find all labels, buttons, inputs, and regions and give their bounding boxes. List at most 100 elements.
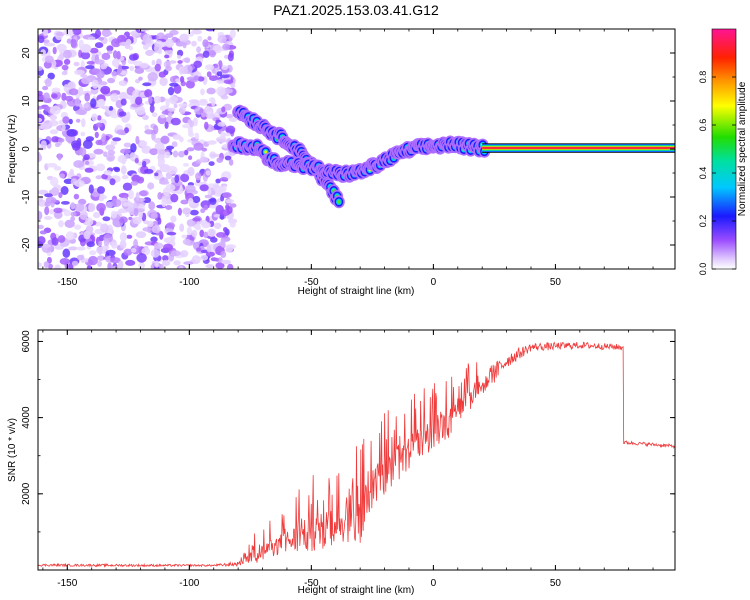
colorbar-label: Normalized spectral amplitude — [737, 81, 748, 216]
noise-blob — [223, 227, 228, 233]
noise-blob — [170, 117, 181, 126]
noise-blob — [81, 118, 86, 128]
noise-blob — [78, 86, 84, 96]
noise-blob — [154, 63, 161, 72]
noise-blob — [118, 111, 127, 117]
noise-blob — [91, 79, 99, 89]
noise-blob — [80, 131, 86, 137]
noise-blob — [118, 91, 128, 101]
noise-blob — [49, 114, 58, 121]
noise-blob — [59, 258, 70, 265]
noise-blob — [117, 64, 123, 74]
noise-blob — [126, 234, 133, 239]
noise-blob — [219, 74, 230, 79]
noise-blob — [48, 119, 59, 127]
noise-blob — [188, 131, 195, 137]
noise-blob — [70, 39, 77, 48]
noise-blob — [147, 72, 158, 82]
noise-blob — [195, 172, 202, 181]
noise-blob — [199, 108, 204, 114]
noise-blob — [123, 142, 132, 148]
noise-blob — [110, 93, 119, 102]
noise-blob — [88, 202, 96, 213]
noise-blob — [225, 114, 234, 119]
noise-blob — [49, 209, 55, 215]
noise-blob — [89, 47, 99, 54]
noise-blob — [143, 220, 150, 225]
noise-blob — [119, 232, 128, 242]
noise-blob — [64, 219, 75, 228]
noise-blob — [73, 193, 80, 200]
noise-blob — [46, 163, 58, 168]
noise-blob — [40, 123, 51, 130]
noise-blob — [109, 178, 116, 186]
noise-blob — [200, 208, 206, 214]
noise-blob — [160, 135, 170, 144]
noise-blob — [172, 150, 179, 158]
noise-blob — [214, 222, 222, 229]
noise-blob — [204, 121, 209, 130]
noise-blob — [193, 75, 200, 80]
noise-blob — [44, 201, 51, 207]
noise-blob — [161, 197, 167, 208]
noise-blob — [181, 234, 188, 239]
noise-blob — [38, 236, 46, 245]
noise-blob — [227, 53, 234, 62]
noise-blob — [94, 42, 104, 49]
noise-blob — [199, 184, 209, 192]
noise-blob — [63, 58, 71, 65]
noise-blob — [137, 111, 146, 115]
noise-blob — [200, 254, 209, 261]
noise-blob — [142, 227, 152, 232]
noise-blob — [163, 243, 173, 251]
x-tick-label: 0 — [431, 578, 437, 589]
noise-blob — [86, 265, 92, 269]
noise-blob — [75, 109, 87, 115]
noise-blob — [138, 190, 148, 197]
noise-blob — [98, 36, 105, 41]
noise-blob — [191, 29, 203, 35]
noise-blob — [57, 235, 66, 243]
noise-blob — [222, 43, 231, 50]
noise-blob — [209, 50, 216, 58]
noise-blob — [151, 60, 156, 66]
noise-blob — [76, 246, 86, 251]
noise-blob — [42, 85, 49, 91]
noise-blob — [101, 31, 113, 36]
noise-blob — [98, 240, 103, 247]
spectrogram-y-ticks: -20 -10 0 10 20 — [21, 28, 675, 270]
noise-blob — [68, 118, 73, 125]
noise-blob — [65, 95, 74, 102]
noise-blob — [171, 177, 176, 184]
noise-blob — [126, 111, 131, 121]
noise-blob — [88, 255, 98, 266]
noise-blob — [95, 163, 106, 172]
noise-blob — [199, 229, 205, 238]
noise-blob — [70, 202, 76, 210]
noise-blob — [124, 41, 131, 50]
noise-blob — [103, 170, 113, 176]
noise-blob — [216, 232, 226, 238]
noise-blob — [178, 150, 185, 158]
noise-blob — [80, 51, 91, 60]
noise-blob — [122, 202, 130, 207]
noise-blob — [209, 197, 217, 205]
noise-blob — [103, 239, 110, 247]
noise-blob — [217, 121, 226, 127]
noise-blob — [142, 33, 152, 44]
noise-blob — [151, 112, 158, 118]
noise-blob — [111, 265, 119, 269]
noise-blob — [61, 64, 69, 71]
noise-blob — [150, 80, 157, 85]
noise-blob — [219, 209, 231, 216]
noise-blob — [183, 261, 194, 265]
colorbar: 0.0 0.2 0.4 0.6 0.8 Normalized spectral ampl… — [698, 28, 748, 275]
noise-blob — [94, 131, 99, 139]
x-tick-label: 50 — [550, 578, 562, 589]
noise-blob — [43, 92, 50, 100]
noise-blob — [173, 84, 182, 94]
noise-blob — [183, 163, 189, 167]
noise-blob — [214, 186, 224, 196]
noise-blob — [205, 64, 215, 71]
